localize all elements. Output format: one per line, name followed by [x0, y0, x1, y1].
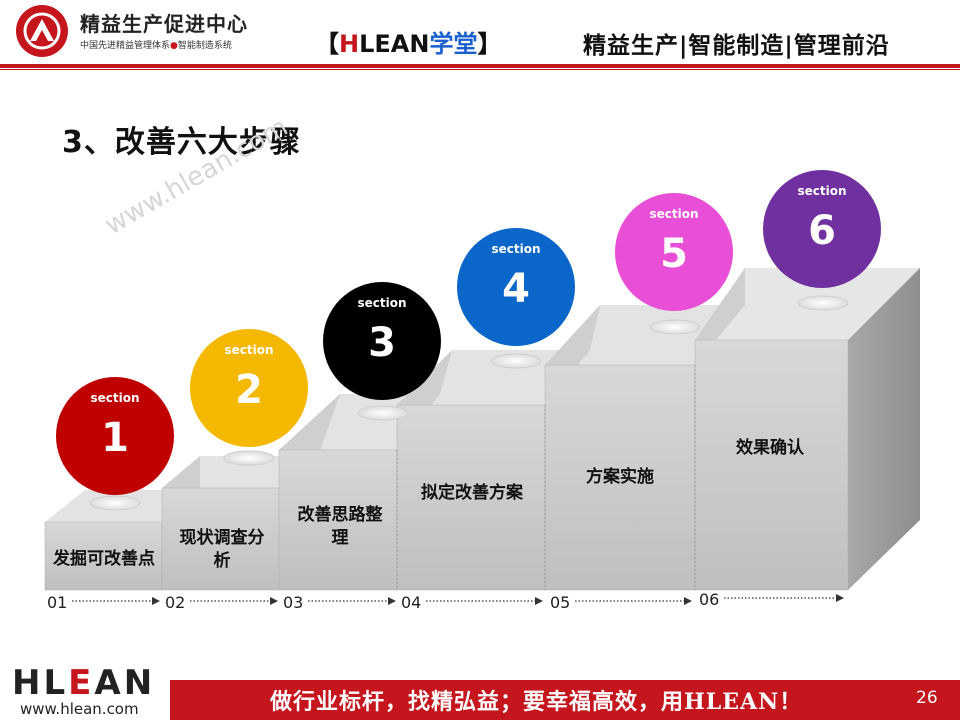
brand-xuetang: 学堂: [429, 30, 478, 58]
section-bubble-1: section 1: [56, 377, 174, 495]
logo-subtitle-dot: ●: [170, 41, 178, 51]
section-bubble-6: section 6: [763, 170, 881, 288]
section-bubble-3: section 3: [323, 282, 441, 400]
header-divider-thin: [0, 69, 960, 70]
logo-subtitle: 中国先进精益管理体系●智能制造系统: [80, 38, 232, 51]
bubble-number: 1: [101, 415, 129, 461]
logo-icon: [16, 5, 68, 57]
header: 精益生产促进中心 中国先进精益管理体系●智能制造系统 【HLEAN学堂】 精益生…: [0, 0, 960, 72]
step-index-4: 04: [401, 593, 422, 612]
brand-bracket-right: 】: [477, 30, 502, 58]
step-front-2: [161, 487, 280, 591]
step-front-6: [694, 339, 849, 591]
bubble-section-label: section: [224, 343, 274, 357]
footer-url[interactable]: www.hlean.com: [20, 700, 139, 718]
pedestal-1: [89, 495, 141, 511]
footer-logo: HLEAN: [12, 663, 155, 703]
footer-slogan: 做行业标杆，找精弘益；要幸福高效，用HLEAN！: [270, 689, 803, 715]
section-bubble-2: section 2: [190, 329, 308, 447]
bubble-section-label: section: [357, 296, 407, 310]
step-index-2: 02: [165, 593, 186, 612]
bubble-number: 3: [368, 320, 396, 366]
step-label-4: 拟定改善方案: [421, 483, 523, 503]
step-index-3: 03: [283, 593, 304, 612]
footer-logo-l: L: [43, 663, 69, 703]
pedestal-2: [223, 450, 275, 466]
bubble-circle-5: [615, 193, 733, 311]
step-front-5: [544, 364, 696, 591]
step-label-2: 现状调查分析: [179, 528, 265, 571]
bubble-number: 5: [660, 231, 688, 277]
step-label-1: 发掘可改善点: [53, 549, 155, 569]
pedestal-6: [797, 295, 849, 311]
bubble-circle-1: [56, 377, 174, 495]
pedestal-3: [357, 405, 409, 421]
step-index-1: 01: [47, 593, 68, 612]
brand-bracket-left: 【: [315, 30, 339, 58]
bubble-section-label: section: [491, 242, 541, 256]
bubble-circle-3: [323, 282, 441, 400]
footer-logo-e: E: [68, 663, 95, 703]
bubble-circle-4: [457, 228, 575, 346]
logo-subtitle-part1: 中国先进精益管理体系: [80, 41, 171, 51]
step-label-6: 效果确认: [736, 438, 804, 458]
header-divider: [0, 64, 960, 68]
footer-bar: [170, 680, 960, 720]
step-index-5: 05: [550, 593, 571, 612]
page-number: 26: [916, 688, 938, 708]
bubble-circle-6: [763, 170, 881, 288]
pedestal-5: [649, 319, 701, 335]
logo-subtitle-part2: 智能制造系统: [177, 41, 232, 51]
bubble-number: 2: [235, 367, 263, 413]
step-label-3: 改善思路整理: [297, 505, 383, 548]
brand-lean: LEAN: [359, 30, 430, 58]
section-bubble-4: section 4: [457, 228, 575, 346]
slide-title: 3、改善六大步骤: [62, 125, 301, 160]
logo-title: 精益生产促进中心: [80, 12, 248, 36]
step-index-6: 06: [699, 590, 720, 609]
bubble-section-label: section: [90, 391, 140, 405]
brand-title: 【HLEAN学堂】: [315, 24, 501, 59]
brand-h: H: [339, 30, 360, 58]
step-front-3: [278, 449, 398, 591]
bubble-section-label: section: [797, 184, 847, 198]
step-label-5: 方案实施: [586, 467, 654, 487]
bubble-section-label: section: [649, 207, 699, 221]
step-front-4: [396, 404, 546, 591]
pedestal-4: [490, 353, 542, 369]
bubble-circle-2: [190, 329, 308, 447]
section-bubble-5: section 5: [615, 193, 733, 311]
bubble-number: 6: [808, 208, 836, 254]
footer-logo-an: AN: [94, 663, 156, 703]
step-side: [848, 268, 920, 590]
bubble-number: 4: [502, 266, 530, 312]
footer-logo-h: H: [12, 663, 44, 703]
header-tagline: 精益生产|智能制造|管理前沿: [583, 33, 890, 59]
